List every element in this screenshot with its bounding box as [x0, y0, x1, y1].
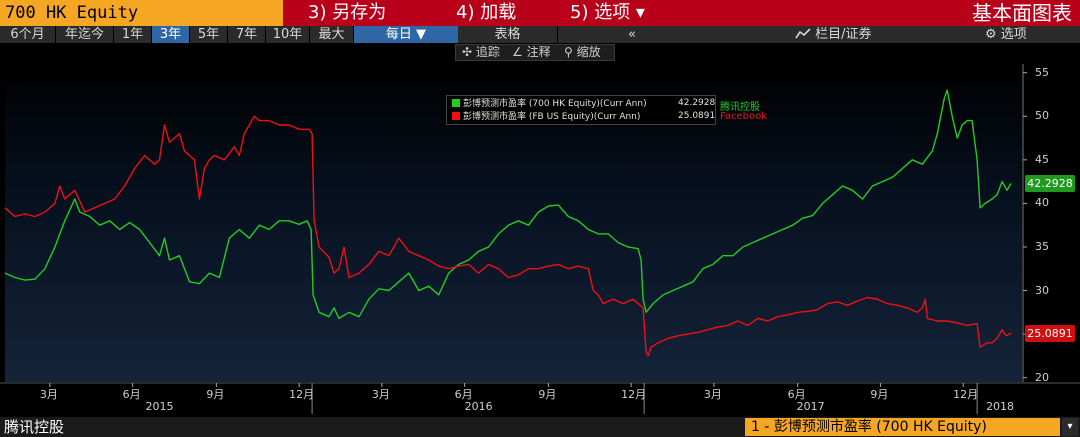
x-tick-label: 12月 [621, 388, 647, 401]
legend-value-tencent: 42.2928 [678, 98, 716, 108]
security-ticker-field[interactable]: 700 HK Equity [0, 0, 283, 26]
x-tick-label: 9月 [538, 388, 557, 401]
company-name: 腾讯控股 [4, 418, 65, 436]
series-selector-dropdown[interactable]: ▾ [1062, 418, 1078, 436]
legend-value-facebook: 25.0891 [678, 111, 716, 121]
range-6m-button[interactable]: 6个月 [0, 26, 56, 43]
range-1y-button[interactable]: 1年 [114, 26, 152, 43]
save-as-button[interactable]: 3) 另存为 [308, 2, 387, 23]
collapse-button[interactable]: « [628, 27, 636, 42]
gear-icon: ⚙ [985, 27, 997, 42]
chart-options-label: 选项 [1000, 27, 1027, 42]
zoom-tool[interactable]: ⚲ 缩放 [564, 45, 601, 60]
title-bar: 700 HK Equity 3) 另存为 4) 加载 5) 选项 ▾ 基本面图表 [0, 0, 1080, 26]
year-label: 2016 [464, 400, 493, 413]
range-10y-button[interactable]: 10年 [266, 26, 310, 43]
x-tick-label: 3月 [371, 388, 390, 401]
pencil-icon: ∠ [512, 45, 523, 59]
x-tick-label: 6月 [454, 388, 473, 401]
columns-securities-button[interactable]: 栏目/证券 [795, 26, 872, 43]
range-7y-button[interactable]: 7年 [228, 26, 266, 43]
options-menu-button[interactable]: 5) 选项 ▾ [570, 2, 645, 23]
y-tick-label: 45 [1035, 152, 1049, 166]
legend-company-tencent: 腾讯控股 [720, 102, 760, 113]
year-label: 2018 [986, 400, 1015, 413]
x-tick-label: 6月 [122, 388, 141, 401]
x-tick-label: 9月 [206, 388, 225, 401]
x-tick-label: 3月 [39, 388, 58, 401]
chart-legend: 彭博预测市盈率 (700 HK Equity)(Curr Ann) 42.292… [446, 95, 716, 125]
track-tool[interactable]: ✣ 追踪 [462, 45, 500, 60]
table-tab[interactable]: 表格 [458, 26, 558, 43]
series-line-facebook [4, 115, 1012, 357]
chart-toolbar: ✣ 追踪 ∠ 注释 ⚲ 缩放 [455, 44, 615, 61]
series-selector[interactable]: 1 - 彭博预测市盈率 (700 HK Equity) [745, 418, 1060, 436]
range-bar: 6个月 年迄今 1年 3年 5年 7年 10年 最大 [0, 26, 1080, 43]
x-tick-label: 3月 [703, 388, 722, 401]
y-tick-label: 35 [1035, 239, 1049, 253]
range-max-button[interactable]: 最大 [310, 26, 354, 43]
legend-company-facebook: Facebook [720, 111, 767, 122]
legend-item-tencent: 彭博预测市盈率 (700 HK Equity)(Curr Ann) [452, 98, 647, 110]
y-tick-label: 30 [1035, 283, 1049, 297]
zoom-label: 缩放 [576, 45, 601, 59]
annotate-tool[interactable]: ∠ 注释 [512, 45, 551, 60]
legend-item-facebook: 彭博预测市盈率 (FB US Equity)(Curr Ann) [452, 111, 640, 123]
range-3y-button[interactable]: 3年 [152, 26, 190, 43]
columns-securities-label: 栏目/证券 [815, 27, 872, 42]
series-line-tencent [4, 89, 1012, 320]
crosshair-icon: ✣ [462, 45, 473, 59]
magnifier-icon: ⚲ [564, 45, 573, 59]
series-layer [4, 89, 1012, 357]
y-tick-label: 40 [1035, 196, 1049, 210]
grid-layer [0, 64, 1080, 414]
last-value-tag-facebook: 25.0891 [1025, 325, 1075, 343]
x-tick-label: 12月 [289, 388, 315, 401]
annotate-label: 注释 [526, 45, 551, 59]
legend-label: 彭博预测市盈率 (700 HK Equity)(Curr Ann) [463, 99, 647, 109]
track-label: 追踪 [475, 45, 500, 59]
year-label: 2015 [145, 400, 174, 413]
x-tick-label: 9月 [870, 388, 889, 401]
year-label: 2017 [796, 400, 825, 413]
chart-options-button[interactable]: ⚙ 选项 [985, 26, 1027, 43]
legend-label: 彭博预测市盈率 (FB US Equity)(Curr Ann) [463, 112, 641, 122]
legend-swatch-green [452, 99, 460, 107]
x-tick-label: 6月 [787, 388, 806, 401]
panel-title: 基本面图表 [972, 1, 1072, 25]
status-bar: 腾讯控股 1 - 彭博预测市盈率 (700 HK Equity) ▾ [0, 417, 1080, 437]
x-tick-label: 12月 [953, 388, 979, 401]
legend-swatch-red [452, 112, 460, 120]
y-tick-label: 55 [1035, 65, 1049, 79]
y-tick-label: 20 [1035, 370, 1049, 384]
load-button[interactable]: 4) 加载 [456, 2, 517, 23]
range-ytd-button[interactable]: 年迄今 [56, 26, 114, 43]
frequency-dropdown[interactable]: 每日 ▼ [354, 26, 458, 43]
chart-line-icon [795, 28, 811, 39]
y-tick-label: 50 [1035, 109, 1049, 123]
last-value-tag-tencent: 42.2928 [1025, 175, 1075, 193]
range-5y-button[interactable]: 5年 [190, 26, 228, 43]
